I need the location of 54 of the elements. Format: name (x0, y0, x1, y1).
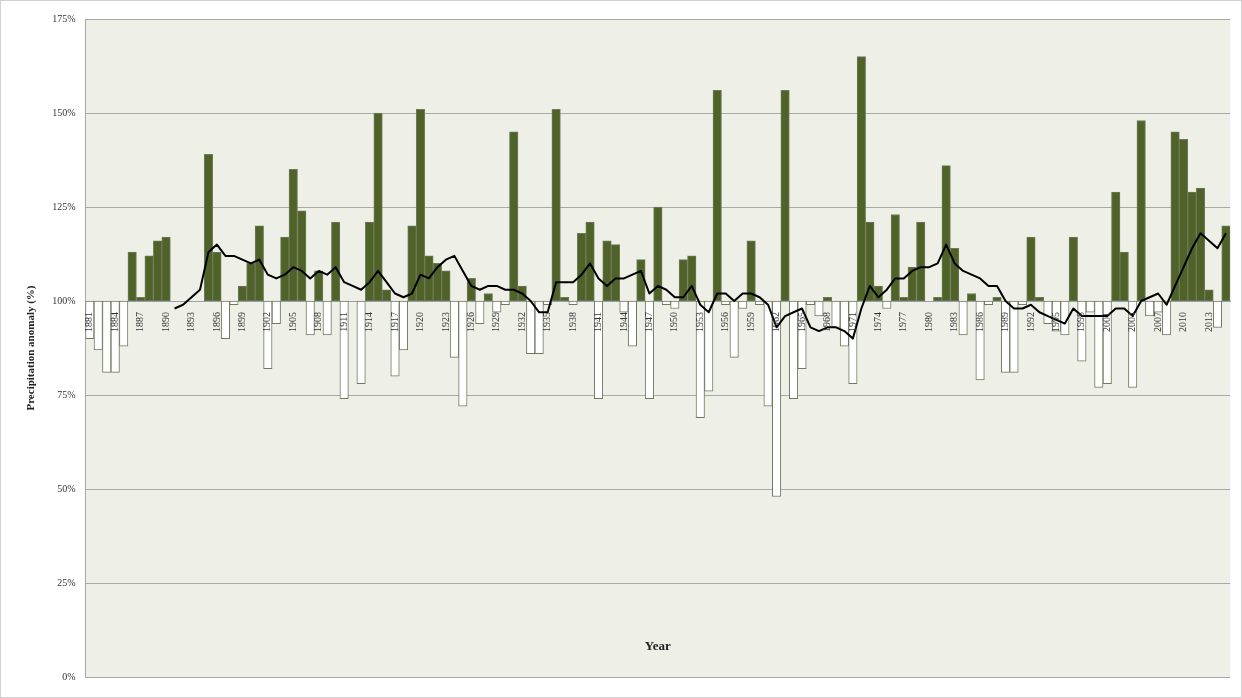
x-tick-label: 1905 (286, 312, 298, 332)
x-tick-label: 1944 (617, 312, 629, 332)
x-tick-label: 1908 (312, 312, 324, 332)
x-tick-label: 1902 (261, 312, 273, 332)
x-tick-label: 1974 (871, 312, 883, 332)
y-tick-label: 50% (57, 482, 76, 494)
x-axis-title: Year (644, 638, 672, 654)
x-tick-label: 1986 (973, 312, 985, 332)
x-tick-label: 1926 (464, 312, 476, 332)
x-tick-label: 2007 (1151, 312, 1163, 332)
x-tick-label: 2001 (1100, 312, 1112, 332)
x-tick-label: 1896 (210, 312, 222, 332)
x-tick-label: 1965 (795, 312, 807, 332)
x-tick-label: 1980 (922, 312, 934, 332)
x-tick-label: 1887 (134, 312, 146, 332)
x-tick-label: 1884 (108, 312, 120, 332)
x-tick-label: 2013 (1202, 312, 1214, 332)
y-tick-label: 100% (52, 294, 76, 306)
x-tick-label: 1977 (897, 312, 909, 332)
x-tick-label: 1998 (1075, 312, 1087, 332)
x-tick-label: 1968 (821, 312, 833, 332)
x-tick-label: 1992 (1024, 312, 1036, 332)
x-tick-label: 1890 (159, 312, 171, 332)
x-tick-label: 1938 (566, 312, 578, 332)
x-tick-label: 1956 (719, 312, 731, 332)
x-tick-label: 1953 (693, 312, 705, 332)
x-tick-label: 2010 (1177, 312, 1189, 332)
x-tick-label: 1971 (846, 312, 858, 332)
x-tick-label: 1950 (668, 312, 680, 332)
y-tick-label: 150% (52, 106, 76, 118)
x-tick-label: 1914 (363, 312, 375, 332)
x-tick-label: 1893 (185, 312, 197, 332)
x-tick-label: 1935 (541, 312, 553, 332)
x-tick-label: 1959 (744, 312, 756, 332)
x-tick-label: 1911 (337, 312, 349, 332)
x-tick-label: 1989 (999, 312, 1011, 332)
x-tick-label: 1920 (414, 312, 426, 332)
y-tick-label: 75% (57, 388, 76, 400)
x-tick-label: 1881 (83, 312, 95, 332)
y-axis-title: Precipitation anomaly (%) (24, 285, 38, 411)
x-tick-label: 1929 (490, 312, 502, 332)
x-tick-label: 1923 (439, 312, 451, 332)
y-tick-label: 0% (62, 670, 76, 682)
y-tick-label: 125% (52, 200, 76, 212)
x-tick-label: 1932 (515, 312, 527, 332)
x-tick-label: 1899 (236, 312, 248, 332)
x-tick-label: 1995 (1050, 312, 1062, 332)
x-tick-label: 1941 (592, 312, 604, 332)
x-tick-label: 1917 (388, 312, 400, 332)
x-tick-label: 2004 (1126, 312, 1138, 332)
x-tick-label: 1947 (643, 312, 655, 332)
x-tick-label: 1983 (948, 312, 960, 332)
y-tick-label: 175% (52, 12, 76, 24)
y-tick-label: 25% (57, 576, 76, 588)
